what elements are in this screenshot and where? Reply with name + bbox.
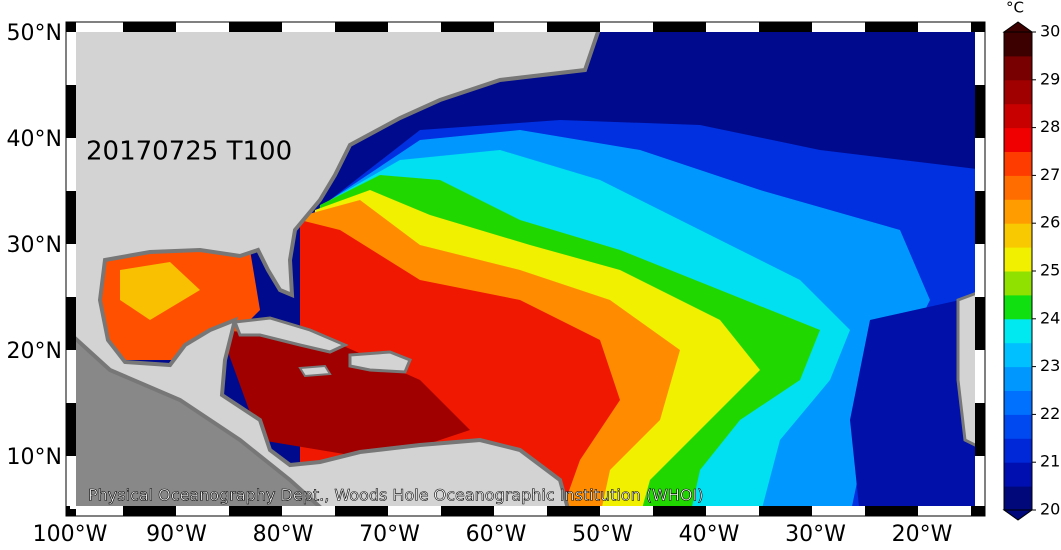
- frame-segment: [335, 506, 388, 516]
- frame-segment: [547, 22, 600, 32]
- colorbar-band: [1004, 175, 1032, 200]
- frame: [65, 21, 986, 517]
- colorbar-band: [1004, 247, 1032, 272]
- colorbar-tick-label: 22: [1040, 404, 1060, 423]
- frame-segment: [975, 403, 985, 456]
- colorbar-tick-label: 28: [1040, 117, 1060, 136]
- colorbar-band: [1004, 462, 1032, 487]
- colorbar-band: [1004, 271, 1032, 296]
- frame-segment: [66, 509, 76, 516]
- land: [348, 350, 412, 374]
- colorbar-band: [1004, 199, 1032, 224]
- map-title: 20170725 T100: [86, 137, 292, 167]
- frame-segment: [66, 191, 76, 244]
- lon-label: 90°W: [146, 522, 207, 546]
- axis-labels: 100°W 90°W 80°W 70°W 60°W 50°W 40°W 30°W 20°W 50°…: [7, 21, 953, 547]
- frame-segment: [547, 506, 600, 516]
- colorbar-band: [1004, 103, 1032, 129]
- land: [298, 364, 332, 378]
- colorbar-band: [1004, 151, 1032, 176]
- lon-label: 40°W: [679, 522, 740, 546]
- colorbar-band: [1004, 366, 1032, 391]
- frame-segment: [975, 509, 985, 516]
- colorbar-unit: °C: [1006, 0, 1024, 17]
- frame-segment: [975, 85, 985, 138]
- colorbar-tick-label: 30: [1040, 22, 1060, 41]
- colorbar-band: [1004, 32, 1032, 57]
- colorbar-end: [1002, 21, 1034, 33]
- colorbar-end: [1002, 509, 1034, 521]
- sst-band: [850, 300, 975, 506]
- frame-segment: [975, 297, 985, 350]
- colorbar-tick-label: 27: [1040, 165, 1060, 184]
- colorbar-band: [1004, 294, 1032, 320]
- colorbar-tick-label: 21: [1040, 452, 1060, 471]
- frame-segment: [66, 403, 76, 456]
- lat-label: 50°N: [7, 21, 62, 46]
- credit: Physical Oceanography Dept., Woods Hole …: [88, 486, 703, 505]
- colorbar-band: [1004, 390, 1032, 415]
- colorbar-band: [1004, 127, 1032, 152]
- frame-border: [65, 21, 986, 517]
- colorbar-tick-label: 26: [1040, 213, 1060, 232]
- frame-segment: [865, 22, 918, 32]
- frame-segment: [441, 22, 494, 32]
- lat-label: 10°N: [7, 445, 62, 470]
- lon-label: 80°W: [253, 522, 314, 546]
- frame-segment: [759, 22, 812, 32]
- lon-label: 30°W: [785, 522, 846, 546]
- lat-label: 30°N: [7, 233, 62, 258]
- colorbar-tick-label: 29: [1040, 69, 1060, 88]
- frame-segment: [653, 22, 706, 32]
- colorbar-band: [1004, 438, 1032, 463]
- colorbar-band: [1004, 223, 1032, 248]
- frame-segment: [441, 506, 494, 516]
- colorbar-band: [1004, 414, 1032, 439]
- colorbar-band: [1004, 79, 1032, 105]
- lon-label: 100°W: [33, 522, 108, 546]
- frame-segment: [975, 191, 985, 244]
- land: [956, 292, 975, 447]
- colorbar-band: [1004, 318, 1032, 344]
- lat-label: 40°N: [7, 127, 62, 152]
- colorbar: °C 20 21 22 23 24 25 26 27 28 29 30: [1002, 0, 1060, 521]
- lon-label: 50°W: [572, 522, 633, 546]
- map: 20170725 T100 Physical Oceanography Dept…: [76, 32, 975, 506]
- frame-segment: [229, 506, 282, 516]
- lon-label: 60°W: [466, 522, 527, 546]
- colorbar-band: [1004, 342, 1032, 368]
- frame-segment: [229, 22, 282, 32]
- colorbar-tick-label: 20: [1040, 500, 1060, 519]
- frame-segment: [66, 297, 76, 350]
- colorbar-tick-label: 23: [1040, 356, 1060, 375]
- frame-segment: [975, 22, 985, 32]
- colorbar-tick-label: 25: [1040, 261, 1060, 280]
- land: [232, 316, 349, 354]
- frame-segment: [66, 22, 76, 32]
- land: [76, 32, 601, 506]
- frame-segment: [123, 506, 176, 516]
- colorbar-band: [1004, 55, 1032, 81]
- frame-segment: [66, 85, 76, 138]
- colorbar-band: [1004, 486, 1032, 511]
- sst-band: [220, 330, 470, 460]
- frame-segment: [653, 506, 706, 516]
- pacific: [76, 339, 319, 506]
- frame-segment: [759, 506, 812, 516]
- sst-band: [120, 262, 200, 320]
- lon-label: 70°W: [359, 522, 420, 546]
- colorbar-tick-label: 24: [1040, 308, 1060, 327]
- frame-segment: [865, 506, 918, 516]
- lon-label: 20°W: [892, 522, 953, 546]
- frame-segment: [335, 22, 388, 32]
- lat-label: 20°N: [7, 339, 62, 364]
- frame-segment: [123, 22, 176, 32]
